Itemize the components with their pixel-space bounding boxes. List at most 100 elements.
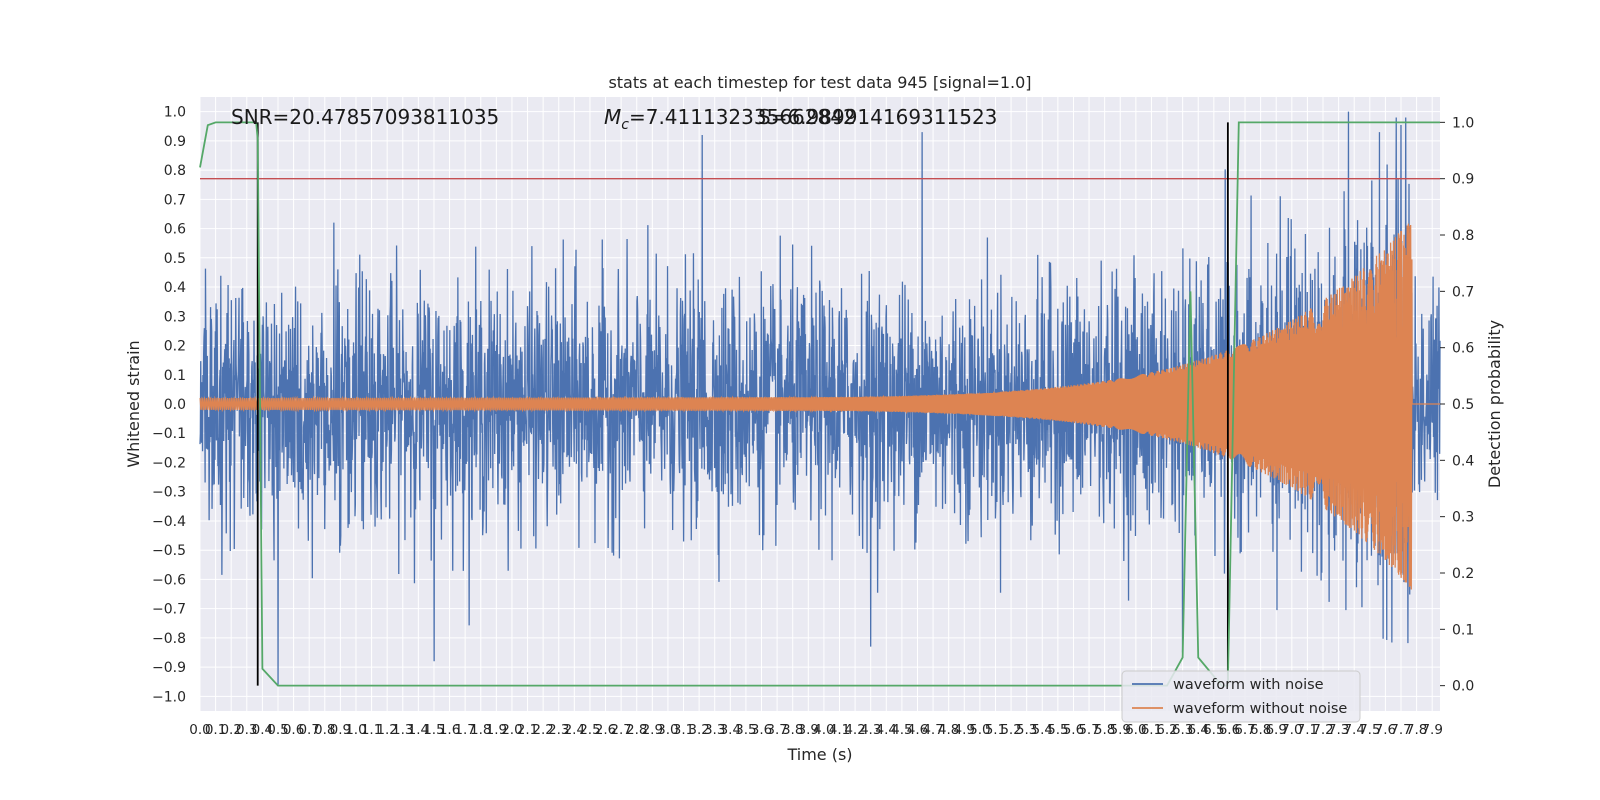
y-tick-label: 0.2	[164, 339, 186, 355]
y-tick-label: −0.9	[152, 660, 186, 676]
y-tick-label: 0.8	[164, 163, 186, 179]
x-tick-label: 5.3	[1016, 722, 1037, 738]
ticks: 0.00.10.20.30.40.50.60.70.80.91.01.11.21…	[152, 105, 1474, 738]
x-tick-label: 6.6	[1219, 722, 1240, 738]
x-tick-label: 5.4	[1032, 722, 1053, 738]
snr-annotation: SNR=20.47857093811035	[231, 105, 499, 129]
x-tick-label: 5.7	[1078, 722, 1099, 738]
x-tick-label: 3.1	[673, 722, 694, 738]
x-tick-label: 3.5	[735, 722, 756, 738]
x-tick-label: 3.0	[657, 722, 678, 738]
y2-tick-label: 1.0	[1452, 115, 1474, 131]
x-tick-label: 2.4	[564, 722, 585, 738]
y-tick-label: −0.3	[152, 485, 186, 501]
x-tick-label: 1.7	[454, 722, 475, 738]
x-tick-label: 4.2	[844, 722, 865, 738]
x-tick-label: 2.1	[517, 722, 538, 738]
x-tick-label: 6.3	[1172, 722, 1193, 738]
y2-tick-label: 0.9	[1452, 172, 1474, 188]
x-tick-label: 4.5	[891, 722, 912, 738]
x-tick-label: 1.8	[470, 722, 491, 738]
x-tick-label: 2.0	[501, 722, 522, 738]
s-annotation: S=6.989914169311523	[758, 105, 997, 129]
y2-tick-label: 0.3	[1452, 510, 1474, 526]
x-tick-label: 1.2	[376, 722, 397, 738]
y-tick-label: 0.7	[164, 192, 186, 208]
x-tick-label: 2.7	[610, 722, 631, 738]
x-tick-label: 0.4	[252, 722, 273, 738]
legend: waveform with noise waveform without noi…	[1121, 670, 1361, 723]
x-tick-label: 0.3	[236, 722, 257, 738]
x-tick-label: 7.3	[1328, 722, 1349, 738]
x-tick-label: 1.1	[361, 722, 382, 738]
x-tick-label: 7.4	[1343, 722, 1364, 738]
x-tick-label: 1.4	[408, 722, 429, 738]
x-tick-label: 0.7	[298, 722, 319, 738]
x-tick-label: 5.6	[1063, 722, 1084, 738]
x-tick-label: 4.3	[860, 722, 881, 738]
y-tick-label: 1.0	[164, 105, 186, 121]
y2-tick-label: 0.5	[1452, 397, 1474, 413]
x-tick-label: 0.1	[205, 722, 226, 738]
x-tick-label: 3.9	[798, 722, 819, 738]
x-tick-label: 2.2	[532, 722, 553, 738]
x-tick-label: 2.5	[579, 722, 600, 738]
x-tick-label: 4.8	[938, 722, 959, 738]
y-axis-label: Whitened strain	[124, 340, 143, 467]
y-tick-label: −0.1	[152, 426, 186, 442]
x-tick-label: 4.6	[907, 722, 928, 738]
y-tick-label: 0.0	[164, 397, 186, 413]
y2-tick-label: 0.6	[1452, 341, 1474, 357]
x-tick-label: 6.7	[1234, 722, 1255, 738]
x-tick-label: 0.8	[314, 722, 335, 738]
x-tick-label: 1.0	[345, 722, 366, 738]
mc-value: =7.411132335662842	[629, 105, 856, 129]
x-tick-label: 6.2	[1156, 722, 1177, 738]
x-tick-label: 5.8	[1094, 722, 1115, 738]
x-tick-label: 0.9	[330, 722, 351, 738]
mc-symbol: M	[604, 105, 621, 129]
x-tick-label: 0.2	[220, 722, 241, 738]
x-tick-label: 3.7	[766, 722, 787, 738]
x-tick-label: 4.4	[876, 722, 897, 738]
y-tick-label: 0.9	[164, 134, 186, 150]
x-tick-label: 4.9	[954, 722, 975, 738]
x-tick-label: 7.9	[1421, 722, 1442, 738]
x-tick-label: 7.1	[1297, 722, 1318, 738]
x-tick-label: 3.6	[751, 722, 772, 738]
mc-annotation: Mc=7.411132335662842	[604, 105, 856, 133]
x-tick-label: 5.1	[985, 722, 1006, 738]
y2-tick-label: 0.8	[1452, 228, 1474, 244]
y-tick-label: −0.4	[152, 514, 186, 530]
x-tick-label: 6.0	[1125, 722, 1146, 738]
x-tick-label: 3.2	[688, 722, 709, 738]
x-tick-label: 6.5	[1203, 722, 1224, 738]
y-tick-label: −0.6	[152, 572, 186, 588]
y-tick-label: −0.2	[152, 455, 186, 471]
x-tick-label: 7.5	[1359, 722, 1380, 738]
x-tick-label: 4.7	[922, 722, 943, 738]
x-tick-label: 0.5	[267, 722, 288, 738]
y2-tick-label: 0.0	[1452, 679, 1474, 695]
x-tick-label: 1.6	[439, 722, 460, 738]
y-tick-label: −0.8	[152, 631, 186, 647]
y-tick-label: 0.4	[164, 280, 186, 296]
x-tick-label: 2.8	[626, 722, 647, 738]
y-tick-label: 0.6	[164, 222, 186, 238]
x-tick-label: 2.3	[548, 722, 569, 738]
x-tick-label: 0.6	[283, 722, 304, 738]
x-tick-label: 7.8	[1406, 722, 1427, 738]
x-tick-label: 5.0	[969, 722, 990, 738]
mc-subscript: c	[621, 117, 629, 133]
x-axis-label: Time (s)	[786, 745, 852, 764]
x-tick-label: 3.8	[782, 722, 803, 738]
y-tick-label: 0.1	[164, 368, 186, 384]
y-tick-label: −1.0	[152, 689, 186, 705]
x-tick-label: 5.9	[1110, 722, 1131, 738]
x-tick-label: 7.6	[1375, 722, 1396, 738]
legend-box	[1121, 670, 1361, 723]
x-tick-label: 1.3	[392, 722, 413, 738]
x-tick-label: 3.3	[704, 722, 725, 738]
x-tick-label: 6.9	[1265, 722, 1286, 738]
